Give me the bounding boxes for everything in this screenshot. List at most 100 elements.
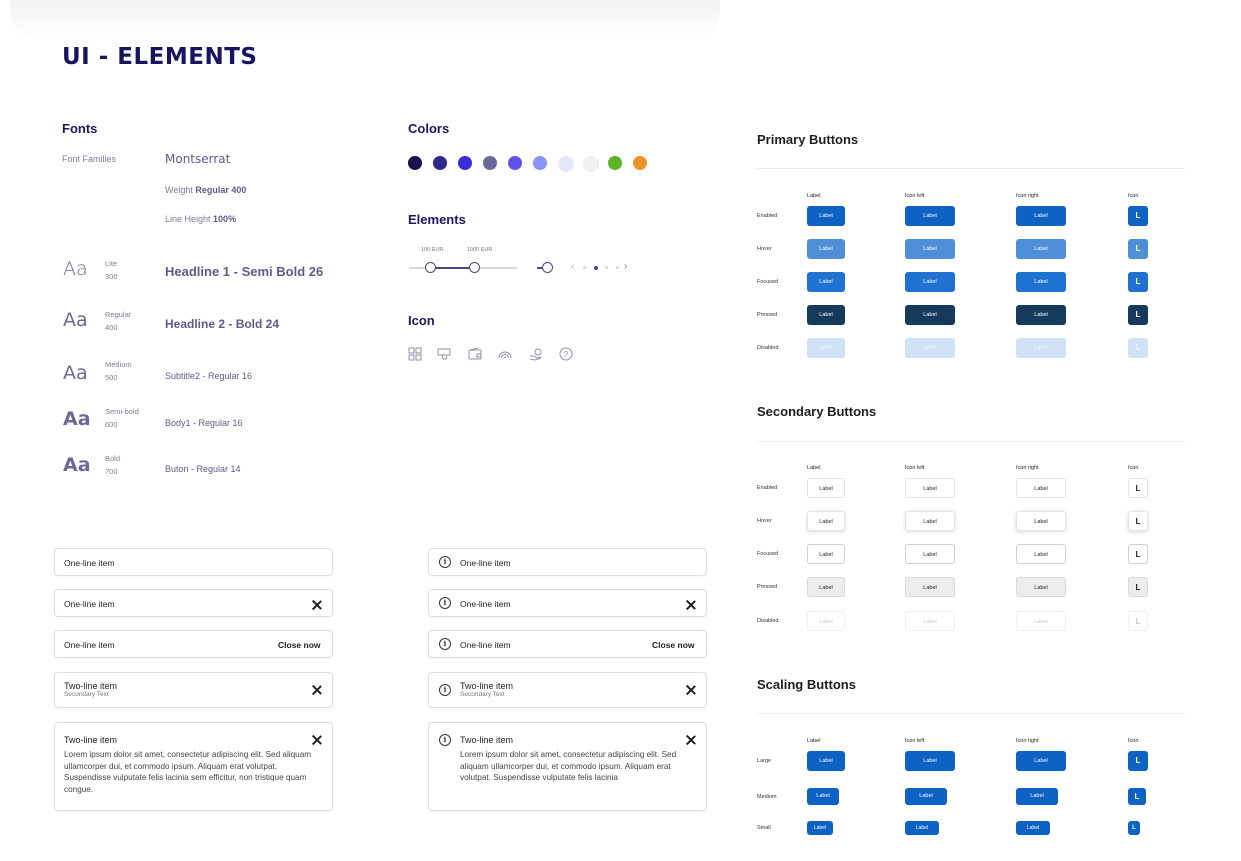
- range-slider-max-handle[interactable]: [469, 262, 480, 273]
- scaling-button[interactable]: Label: [807, 788, 839, 805]
- range-slider-fill: [430, 267, 474, 269]
- weight-name: Lite: [105, 259, 118, 268]
- secondary-button[interactable]: L: [1128, 511, 1148, 531]
- column-header: Icon right: [1016, 738, 1039, 744]
- primary-button[interactable]: Label: [807, 338, 845, 358]
- pager-dot[interactable]: [616, 266, 619, 269]
- primary-button[interactable]: Label: [807, 272, 845, 292]
- color-swatch: [483, 156, 497, 170]
- primary-button[interactable]: Label: [807, 305, 845, 325]
- list-item[interactable]: One-line item Close now: [54, 630, 333, 658]
- secondary-button[interactable]: L: [1128, 544, 1148, 564]
- scaling-button[interactable]: Label: [905, 788, 947, 805]
- list-item[interactable]: Two-line item Lorem ipsum dolor sit amet…: [54, 722, 333, 811]
- primary-button[interactable]: Label: [1016, 239, 1066, 259]
- scaling-button[interactable]: Label: [905, 821, 939, 835]
- pager-prev-icon[interactable]: ‹: [571, 261, 575, 272]
- primary-button[interactable]: Label: [1016, 305, 1066, 325]
- close-icon[interactable]: [685, 735, 695, 745]
- color-swatch: [458, 156, 472, 170]
- secondary-button[interactable]: Label: [807, 511, 845, 531]
- secondary-button[interactable]: Label: [807, 611, 845, 631]
- column-header: Label: [807, 465, 821, 471]
- secondary-button[interactable]: Label: [1016, 544, 1066, 564]
- scaling-button[interactable]: L: [1128, 821, 1140, 835]
- primary-button[interactable]: L: [1128, 206, 1148, 226]
- primary-button[interactable]: Label: [905, 239, 955, 259]
- font-families-label: Font Families: [62, 154, 117, 164]
- close-icon[interactable]: [311, 600, 321, 610]
- primary-button[interactable]: L: [1128, 338, 1148, 358]
- divider: [757, 168, 1185, 169]
- weight-number: 500: [105, 373, 118, 382]
- secondary-button[interactable]: Label: [1016, 611, 1066, 631]
- secondary-button[interactable]: Label: [905, 478, 955, 498]
- list-item[interactable]: i One-line item: [428, 548, 707, 576]
- primary-button[interactable]: L: [1128, 239, 1148, 259]
- close-icon[interactable]: [685, 600, 695, 610]
- secondary-button[interactable]: L: [1128, 478, 1148, 498]
- secondary-button[interactable]: Label: [905, 577, 955, 597]
- close-now-button[interactable]: Close now: [278, 640, 321, 650]
- primary-button[interactable]: Label: [1016, 272, 1066, 292]
- help-glyph: ?: [564, 350, 569, 359]
- scaling-button[interactable]: Label: [807, 821, 833, 835]
- scaling-button[interactable]: L: [1128, 751, 1148, 771]
- grid-icon: [408, 347, 422, 361]
- primary-button[interactable]: L: [1128, 272, 1148, 292]
- secondary-button[interactable]: Label: [807, 577, 845, 597]
- primary-button[interactable]: Label: [905, 305, 955, 325]
- row-header: Hover: [757, 518, 772, 524]
- secondary-button[interactable]: L: [1128, 577, 1148, 597]
- secondary-button[interactable]: Label: [905, 544, 955, 564]
- list-item[interactable]: One-line item: [54, 548, 333, 576]
- close-icon[interactable]: [685, 685, 695, 695]
- list-item[interactable]: Two-line item Secondary Text: [54, 672, 333, 708]
- list-item[interactable]: i Two-line item Lorem ipsum dolor sit am…: [428, 722, 707, 811]
- list-item[interactable]: One-line item: [54, 589, 333, 617]
- color-swatch: [408, 156, 422, 170]
- scaling-button[interactable]: L: [1128, 788, 1146, 805]
- font-weight-line: Weight Regular 400: [165, 185, 246, 195]
- list-item[interactable]: i One-line item Close now: [428, 630, 707, 658]
- secondary-button[interactable]: Label: [905, 511, 955, 531]
- range-slider-min-handle[interactable]: [425, 262, 436, 273]
- weight-name: Bold: [105, 454, 121, 463]
- primary-button[interactable]: Label: [905, 272, 955, 292]
- aa-sample: Aa: [63, 408, 91, 430]
- scaling-button[interactable]: Label: [1016, 788, 1058, 805]
- pager-dot[interactable]: [605, 266, 608, 269]
- scaling-button[interactable]: Label: [807, 751, 845, 771]
- primary-button[interactable]: Label: [1016, 206, 1066, 226]
- pager-next-icon[interactable]: ›: [624, 261, 628, 272]
- weight-name: Regular: [105, 310, 132, 319]
- secondary-button[interactable]: Label: [807, 478, 845, 498]
- secondary-button[interactable]: L: [1128, 611, 1148, 631]
- secondary-button[interactable]: Label: [807, 544, 845, 564]
- primary-buttons-title: Primary Buttons: [757, 132, 859, 147]
- scaling-button[interactable]: Label: [905, 751, 955, 771]
- secondary-button[interactable]: Label: [1016, 511, 1066, 531]
- primary-button[interactable]: L: [1128, 305, 1148, 325]
- primary-button[interactable]: Label: [807, 239, 845, 259]
- pager-dot[interactable]: [594, 266, 598, 270]
- divider: [757, 441, 1185, 442]
- pager-dot[interactable]: [583, 266, 586, 269]
- primary-button[interactable]: Label: [1016, 338, 1066, 358]
- primary-button[interactable]: Label: [905, 338, 955, 358]
- close-icon[interactable]: [311, 735, 321, 745]
- weight-label: Regular 400: [105, 308, 131, 334]
- secondary-button[interactable]: Label: [905, 611, 955, 631]
- list-item[interactable]: i Two-line item Secondary Text: [428, 672, 707, 708]
- single-slider-handle[interactable]: [542, 262, 553, 273]
- primary-button[interactable]: Label: [905, 206, 955, 226]
- secondary-button[interactable]: Label: [1016, 478, 1066, 498]
- secondary-button[interactable]: Label: [1016, 577, 1066, 597]
- primary-button[interactable]: Label: [807, 206, 845, 226]
- weight-value: Regular 400: [195, 185, 247, 195]
- list-item[interactable]: i One-line item: [428, 589, 707, 617]
- close-icon[interactable]: [311, 685, 321, 695]
- scaling-button[interactable]: Label: [1016, 821, 1050, 835]
- scaling-button[interactable]: Label: [1016, 751, 1066, 771]
- close-now-button[interactable]: Close now: [652, 640, 695, 650]
